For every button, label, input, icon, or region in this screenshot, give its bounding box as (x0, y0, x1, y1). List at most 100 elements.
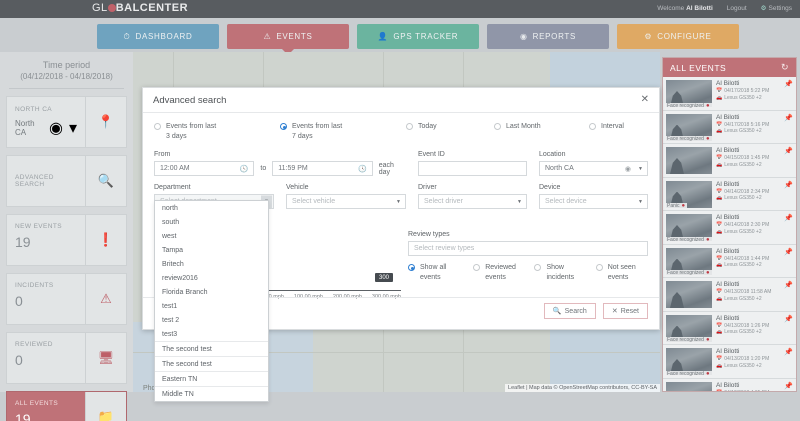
event-list-item[interactable]: Al Bilotti 📅 04/14/2018 2:34 PM 🚗 Lexus GS35… (663, 177, 796, 211)
logout-link[interactable]: Logout (726, 4, 747, 12)
chevron-down-icon[interactable]: ▼ (396, 198, 401, 205)
event-driver-name: Al Bilotti (716, 314, 740, 322)
chevron-down-icon[interactable]: ▾ (68, 120, 77, 137)
event-list-item[interactable]: Al Bilotti 📅 04/15/2018 1:45 PM 🚗 Lexus GS35… (663, 144, 796, 178)
all-events-list[interactable]: Al Bilotti 📅 04/17/2018 5:22 PM 🚗 Lexus GS35… (663, 77, 796, 391)
time-period-block: Time period (04/12/2018 - 04/18/2018) (6, 60, 127, 81)
search-icon[interactable]: 🔍 (85, 156, 126, 206)
event-list-item[interactable]: Al Bilotti 📅 04/17/2018 5:16 PM 🚗 Lexus GS35… (663, 110, 796, 144)
nav-tab-reports[interactable]: ◉ REPORTS (487, 24, 609, 49)
clear-circle-icon[interactable]: ◉ (49, 120, 63, 137)
nav-tab-dashboard[interactable]: ⏱ DASHBOARD (97, 24, 219, 49)
pin-icon[interactable]: 📌 (784, 215, 793, 222)
event-thumbnail[interactable] (666, 281, 712, 308)
badge-dot-icon: ● (705, 102, 710, 109)
clear-circle-icon[interactable]: ◉ (624, 165, 631, 173)
department-option[interactable]: The second test (155, 341, 268, 356)
driver-select[interactable]: Select driver ▼ (418, 194, 527, 210)
department-option[interactable]: west (162, 232, 177, 240)
chevron-down-icon[interactable]: ▼ (638, 165, 643, 172)
radio-last-7-days[interactable]: Events from last 7 days (280, 122, 406, 142)
radio-today[interactable]: Today (406, 122, 494, 132)
end-time-input[interactable]: 11:59 PM 🕓 (272, 161, 373, 177)
department-option[interactable]: Britech (162, 260, 184, 268)
speed-slider[interactable]: 300 0.00 mph 100.00 mph 200.00 mph 300.0… (261, 273, 401, 303)
vehicle-placeholder: Select vehicle (292, 198, 336, 206)
department-option[interactable]: Florida Branch (162, 288, 208, 296)
search-button[interactable]: 🔍 Search (543, 303, 596, 319)
vehicle-select[interactable]: Select vehicle ▼ (286, 194, 406, 210)
logo-text-pre: GL (92, 2, 108, 14)
pin-icon[interactable]: 📌 (784, 114, 793, 122)
department-option[interactable]: test 2 (162, 316, 180, 324)
event-datetime-text: 04/14/2018 2:30 PM (724, 222, 770, 229)
event-vehicle-text: Lexus GS350 +2 (724, 94, 762, 101)
event-datetime: 📅 04/13/2018 1:26 PM (716, 323, 780, 330)
refresh-icon[interactable]: ↻ (780, 62, 789, 72)
slider-track[interactable] (261, 290, 401, 291)
department-option[interactable]: north (162, 204, 178, 212)
event-list-item[interactable]: Al Bilotti📅04/12/2018 4:05 PM🚗Lexus GS35… (663, 378, 796, 391)
event-badge-label: Face recognized (667, 136, 704, 142)
settings-link[interactable]: ⚙ Settings (761, 4, 792, 12)
radio-interval[interactable]: Interval (589, 122, 624, 132)
view-options-radio-group: Show all events Reviewed events Show inc… (408, 263, 653, 283)
start-time-input[interactable]: 12:00 AM 🕓 (154, 161, 255, 177)
department-option[interactable]: south (162, 218, 180, 226)
sidebar-card-reviewed[interactable]: REVIEWED 0 🖥 (6, 332, 127, 384)
chevron-down-icon[interactable]: ▼ (638, 198, 643, 205)
close-icon[interactable]: ✕ (640, 94, 649, 105)
sidebar-card-all-events[interactable]: ALL EVENTS 19 📁 (6, 391, 127, 421)
radio-reviewed-events[interactable]: Reviewed events (473, 263, 534, 283)
radio-show-incidents[interactable]: Show incidents (534, 263, 595, 283)
event-list-item[interactable]: Al Bilotti 📅 04/13/2018 1:20 PM 🚗 Lexus GS35… (663, 345, 796, 379)
radio-last-3-days[interactable]: Events from last 3 days (154, 122, 280, 142)
chevron-down-icon[interactable]: ▼ (517, 198, 522, 205)
radio-show-all-events[interactable]: Show all events (408, 263, 473, 283)
nav-tab-events[interactable]: ⚠ EVENTS (227, 24, 349, 49)
department-option[interactable]: test3 (162, 330, 178, 338)
radio-last-month[interactable]: Last Month (494, 122, 589, 132)
pin-icon[interactable]: 📌 (784, 282, 793, 289)
review-types-input[interactable]: Select review types (408, 241, 648, 256)
event-thumbnail[interactable] (666, 381, 712, 391)
clock-icon[interactable]: 🕓 (239, 165, 249, 173)
pin-icon[interactable]: 📌 (784, 248, 793, 256)
department-dropdown-list[interactable]: north south west Tampa Britech review2016 Flor… (154, 200, 269, 403)
event-id-input[interactable] (418, 161, 527, 177)
department-option[interactable]: Eastern TN (155, 371, 268, 386)
pin-icon[interactable]: 📌 (784, 349, 793, 356)
badge-dot-icon: ● (705, 370, 710, 377)
card-label-all-events: ALL EVENTS (15, 400, 59, 407)
pin-icon[interactable]: 📌 (784, 382, 793, 390)
device-select[interactable]: Select device ▼ (539, 194, 648, 210)
pin-icon[interactable]: 📌 (784, 81, 793, 88)
location-select[interactable]: North CA ◉ ▾ (15, 118, 77, 138)
sidebar-card-new-events[interactable]: NEW EVENTS 19 ❗ (6, 214, 127, 266)
calendar-icon: 📅 (716, 222, 723, 229)
pin-icon[interactable]: 📌 (784, 148, 793, 155)
location-select[interactable]: North CA ◉ ▼ (539, 161, 648, 177)
reset-button[interactable]: ✕ Reset (602, 303, 648, 319)
event-list-item[interactable]: Al Bilotti 📅 04/14/2018 2:30 PM 🚗 Lexus GS35… (663, 211, 796, 245)
event-thumbnail[interactable] (666, 147, 712, 174)
department-option[interactable]: Middle TN (155, 386, 268, 401)
event-list-item[interactable]: Al Bilotti 📅 04/14/2018 1:44 PM 🚗 Lexus GS35… (663, 244, 796, 278)
sidebar-card-incidents[interactable]: INCIDENTS 0 ⚠ (6, 273, 127, 325)
department-option[interactable]: review2016 (162, 274, 198, 282)
event-datetime: 📅 04/15/2018 1:45 PM (716, 155, 780, 162)
nav-tab-gps-tracker[interactable]: 👤 GPS TRACKER (357, 24, 479, 49)
sidebar-card-advanced-search[interactable]: ADVANCED SEARCH 🔍 (6, 155, 127, 207)
event-list-item[interactable]: Al Bilotti 📅 04/13/2018 11:58 AM 🚗 Lexus GS3… (663, 278, 796, 312)
sidebar-card-location[interactable]: NORTH CA North CA ◉ ▾ 📍 (6, 96, 127, 148)
department-option[interactable]: The second test (155, 356, 268, 371)
nav-tab-configure[interactable]: ⚙ CONFIGURE (617, 24, 739, 49)
department-option[interactable]: test1 (162, 302, 178, 310)
event-list-item[interactable]: Al Bilotti 📅 04/13/2018 1:26 PM 🚗 Lexus GS35… (663, 311, 796, 345)
radio-not-seen-events[interactable]: Not seen events (595, 263, 653, 283)
clock-icon[interactable]: 🕓 (357, 165, 367, 173)
event-list-item[interactable]: Al Bilotti 📅 04/17/2018 5:22 PM 🚗 Lexus GS35… (663, 77, 796, 111)
pin-icon[interactable]: 📌 (784, 315, 793, 323)
department-option[interactable]: Tampa (162, 246, 184, 254)
pin-icon[interactable]: 📌 (784, 181, 793, 189)
